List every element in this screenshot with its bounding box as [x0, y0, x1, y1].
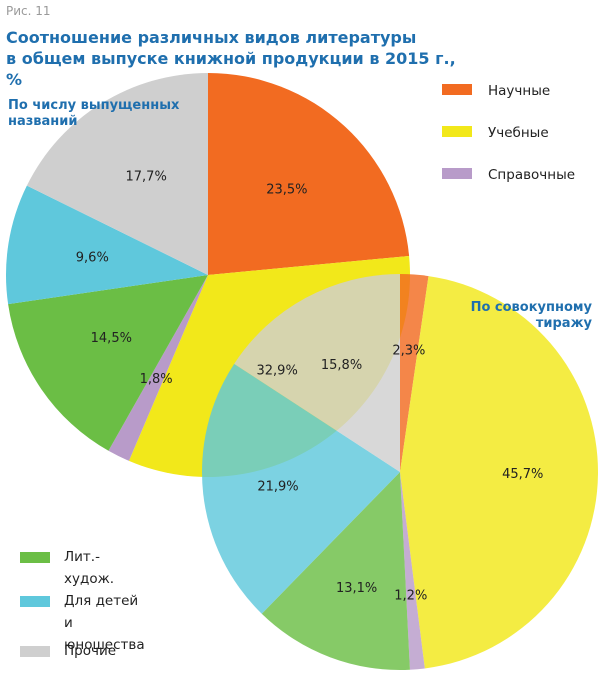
- pie-right-label-other: 15,8%: [321, 358, 362, 373]
- pie-right-label-educational: 45,7%: [502, 467, 543, 482]
- legend-label: Учебные: [488, 125, 549, 141]
- figure-label: Рис. 11: [6, 4, 51, 18]
- chart-title-line-1: Соотношение различных видов литературы: [6, 28, 417, 47]
- pie-left-label-other: 17,7%: [126, 169, 167, 184]
- pie-right-slice-fiction: [261, 472, 410, 671]
- pie-right-label-reference: 1,2%: [394, 588, 427, 603]
- legend-swatch: [442, 168, 472, 179]
- pie-left-label-scientific: 23,5%: [266, 182, 307, 197]
- pie-right-caption: По совокупному тиражу: [470, 300, 592, 331]
- pie-left-slice-reference: [108, 275, 208, 461]
- pie-right-label-fiction: 13,1%: [336, 581, 377, 596]
- pie-left-slice-children: [6, 185, 209, 305]
- pie-right-slice-children: [202, 363, 400, 614]
- legend-label: Прочие: [64, 643, 117, 659]
- legend-label: Лит.-худож.: [64, 549, 115, 587]
- chart-title-line-2: в общем выпуске книжной продукции в 2015…: [6, 49, 456, 89]
- pie-left-slice-scientific: [208, 73, 410, 275]
- pie-right-slice-scientific: [400, 274, 429, 472]
- pie-right-labels: 2,3% 45,7% 1,2% 13,1% 21,9% 15,8%: [257, 344, 543, 604]
- pie-right-label-children: 21,9%: [257, 479, 298, 494]
- pie-left-caption: По числу выпущенных названий: [8, 98, 180, 129]
- pie-left-label-children: 9,6%: [76, 251, 109, 266]
- legend-label: Для детей и юношества: [64, 593, 145, 653]
- pie-right: [202, 274, 599, 671]
- pie-right-slice-reference: [400, 472, 425, 670]
- pie-left-label-reference: 1,8%: [140, 372, 173, 387]
- legend-label: Научные: [488, 83, 551, 99]
- pie-left-slice-other: [26, 72, 209, 275]
- legend-label: Справочные: [488, 167, 576, 183]
- pie-right-slice-educational: [400, 276, 599, 669]
- legend-swatch: [20, 552, 50, 563]
- pie-right-label-scientific: 2,3%: [392, 344, 425, 359]
- pie-left-label-fiction: 14,5%: [91, 331, 132, 346]
- legend-swatch: [20, 596, 50, 607]
- pie-left-label-educational: 32,9%: [257, 364, 298, 379]
- pie-left-slice-fiction: [8, 275, 209, 451]
- chart-title: Соотношение различных видов литературы в…: [6, 27, 466, 90]
- pie-right-slice-other: [234, 274, 400, 472]
- legend-swatch: [442, 84, 472, 95]
- pie-left-labels: 23,5% 32,9% 1,8% 14,5% 9,6% 17,7%: [76, 169, 308, 387]
- legend-swatch: [442, 126, 472, 137]
- legend-swatch: [20, 646, 50, 657]
